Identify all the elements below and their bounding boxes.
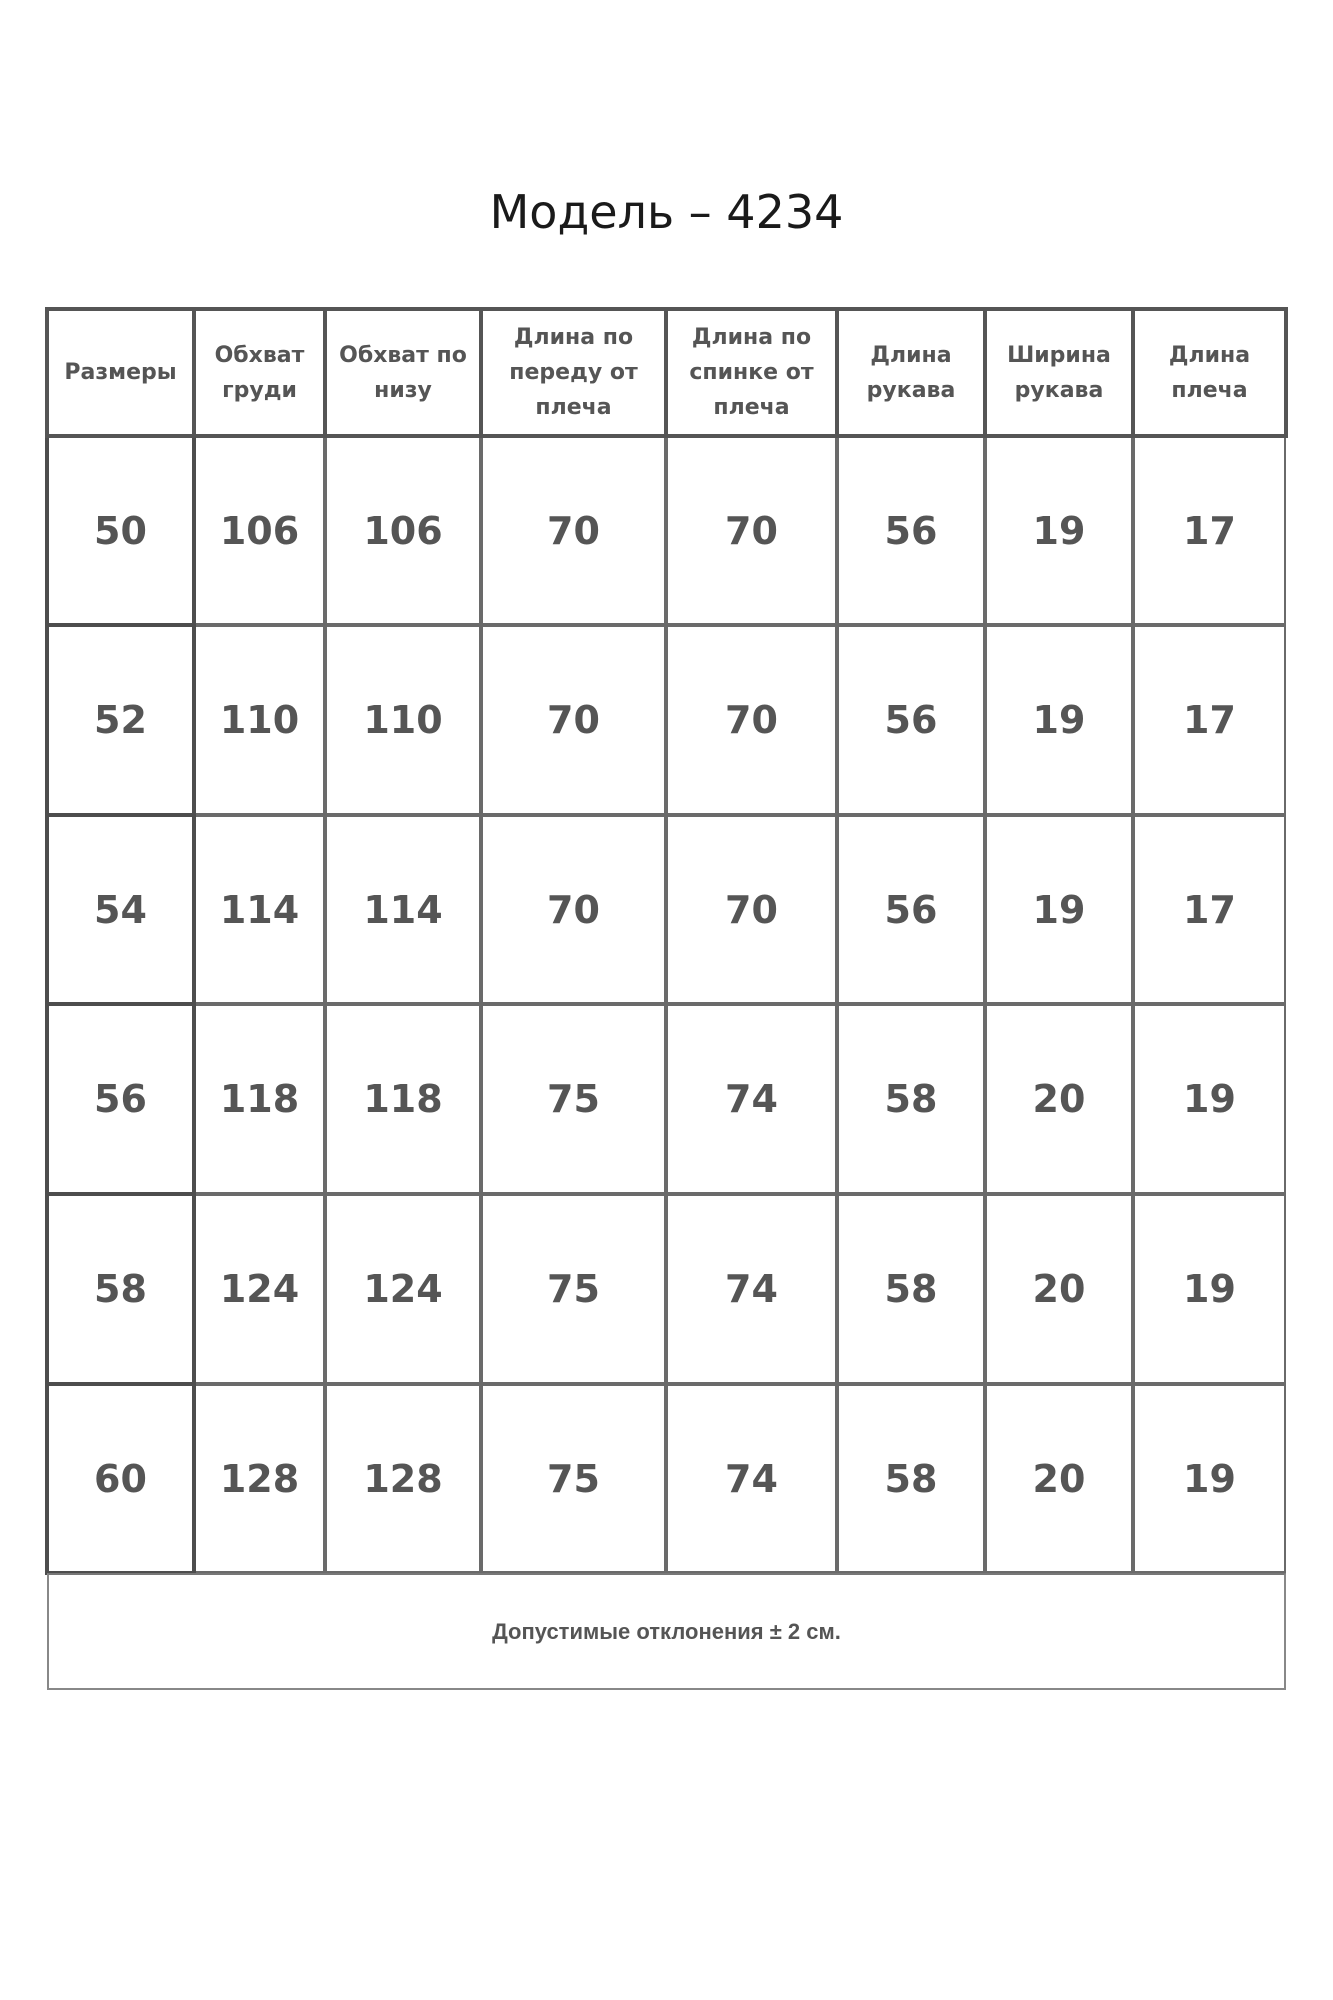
size-cell: 50 (45, 434, 196, 627)
column-header: Ширина рукава (983, 307, 1135, 438)
table-cell: 106 (325, 436, 481, 625)
table-cell: 74 (666, 1004, 837, 1194)
tolerance-note: Допустимые отклонения ± 2 см. (47, 1573, 1286, 1690)
column-header: Длина плеча (1131, 307, 1288, 438)
table-cell: 20 (985, 1384, 1133, 1573)
table-cell: 56 (837, 625, 985, 815)
table-cell: 75 (481, 1384, 666, 1573)
table-cell: 118 (194, 1004, 325, 1194)
table-cell: 70 (666, 436, 837, 625)
table-cell: 19 (1133, 1384, 1286, 1573)
table-cell: 118 (325, 1004, 481, 1194)
table-cell: 74 (666, 1384, 837, 1573)
table-cell: 56 (837, 436, 985, 625)
table-cell: 70 (481, 815, 666, 1004)
table-cell: 58 (837, 1384, 985, 1573)
table-cell: 17 (1133, 625, 1286, 815)
table-cell: 19 (1133, 1194, 1286, 1384)
table-cell: 75 (481, 1004, 666, 1194)
column-header: Длина по спинке от плеча (664, 307, 839, 438)
size-cell: 56 (45, 1002, 196, 1196)
table-cell: 17 (1133, 815, 1286, 1004)
size-cell: 58 (45, 1192, 196, 1386)
table-cell: 70 (481, 625, 666, 815)
table-cell: 20 (985, 1004, 1133, 1194)
table-cell: 19 (1133, 1004, 1286, 1194)
table-cell: 19 (985, 625, 1133, 815)
table-cell: 19 (985, 436, 1133, 625)
table-cell: 110 (194, 625, 325, 815)
page-title: Модель – 4234 (489, 185, 844, 239)
table-cell: 128 (194, 1384, 325, 1573)
column-header: Обхват груди (192, 307, 327, 438)
table-cell: 74 (666, 1194, 837, 1384)
table-cell: 124 (194, 1194, 325, 1384)
column-header: Размеры (45, 307, 196, 438)
column-header: Обхват по низу (323, 307, 483, 438)
table-cell: 58 (837, 1194, 985, 1384)
table-cell: 70 (666, 815, 837, 1004)
table-cell: 56 (837, 815, 985, 1004)
table-cell: 75 (481, 1194, 666, 1384)
table-cell: 70 (481, 436, 666, 625)
table-cell: 17 (1133, 436, 1286, 625)
column-header: Длина рукава (835, 307, 987, 438)
column-header: Длина по переду от плеча (479, 307, 668, 438)
table-cell: 58 (837, 1004, 985, 1194)
table-cell: 70 (666, 625, 837, 815)
table-cell: 20 (985, 1194, 1133, 1384)
table-cell: 110 (325, 625, 481, 815)
table-cell: 124 (325, 1194, 481, 1384)
size-cell: 54 (45, 813, 196, 1006)
size-cell: 52 (45, 623, 196, 817)
size-cell: 60 (45, 1382, 196, 1575)
table-cell: 128 (325, 1384, 481, 1573)
table-cell: 114 (194, 815, 325, 1004)
table-cell: 19 (985, 815, 1133, 1004)
table-cell: 106 (194, 436, 325, 625)
table-cell: 114 (325, 815, 481, 1004)
